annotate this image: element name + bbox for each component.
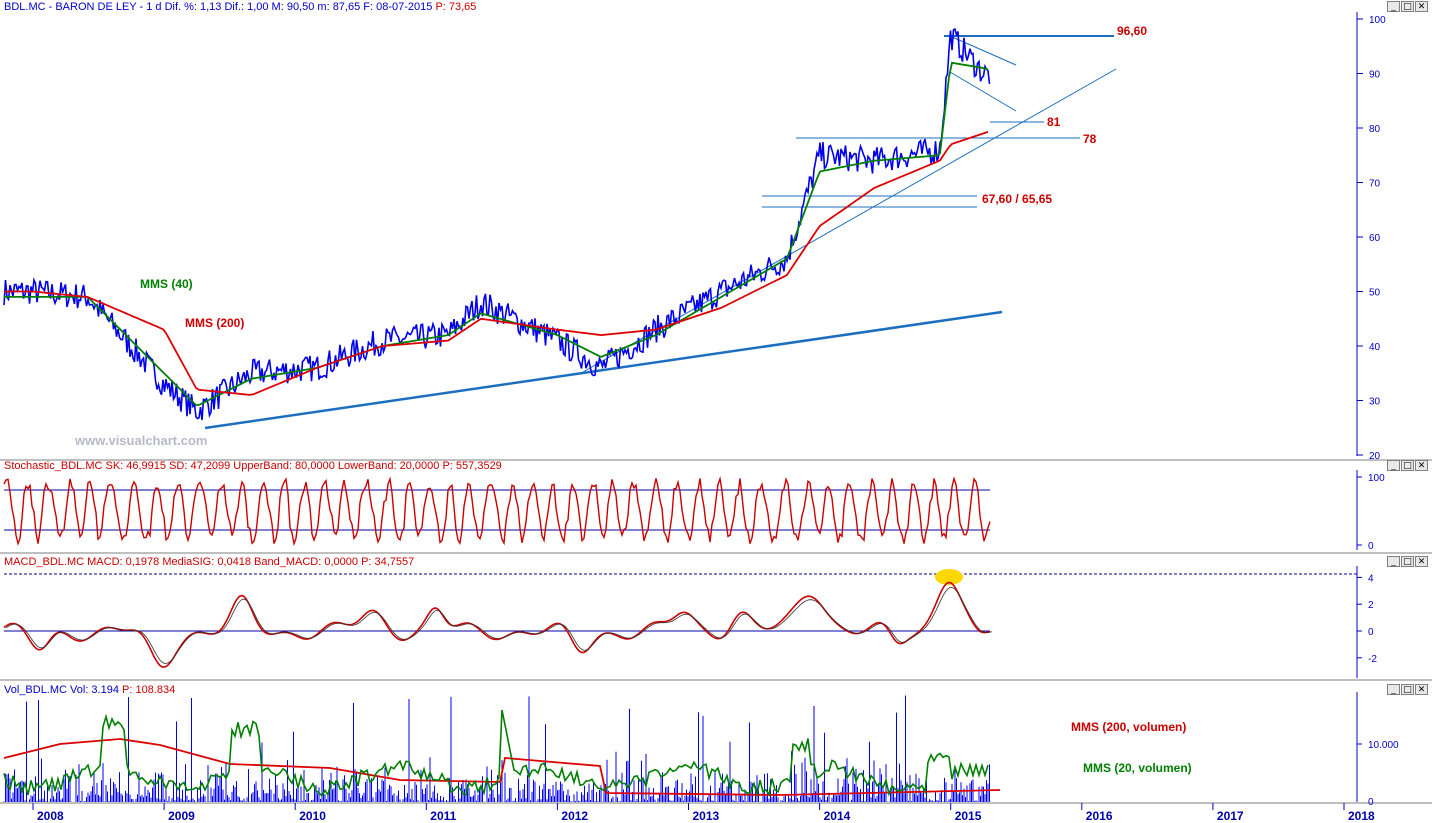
stochastic-header-text: Stochastic_BDL.MC SK: 46,9915 SD: 47,209… bbox=[4, 460, 440, 472]
minimize-button[interactable]: _ bbox=[1387, 1, 1400, 12]
x-label-2008: 2008 bbox=[37, 809, 64, 823]
volume-mms20-series bbox=[3, 709, 989, 798]
minimize-button[interactable]: _ bbox=[1387, 684, 1400, 695]
x-label-2012: 2012 bbox=[561, 809, 588, 823]
x-label-2013: 2013 bbox=[693, 809, 720, 823]
stochastic-header-p: P: 557,3529 bbox=[442, 460, 502, 472]
price-y-axis: 100 90 80 70 60 50 40 30 20 bbox=[1357, 15, 1386, 462]
level-label-81: 81 bbox=[1047, 115, 1061, 129]
watermark: www.visualchart.com bbox=[74, 433, 207, 448]
price-header-p: P: 73,65 bbox=[435, 1, 477, 13]
volume-bars bbox=[3, 695, 990, 802]
macd-peak-highlight bbox=[935, 569, 963, 585]
level-label-78: 78 bbox=[1083, 132, 1097, 146]
maximize-button[interactable]: □ bbox=[1401, 460, 1414, 471]
stochastic-window-buttons: _ □ ✕ bbox=[1387, 460, 1428, 471]
y-label-20: 20 bbox=[1369, 451, 1381, 462]
macd-header-p: P: 34,7557 bbox=[361, 556, 415, 568]
y-label-50: 50 bbox=[1369, 288, 1381, 299]
trendlines bbox=[204, 35, 1117, 430]
panel-separators bbox=[0, 459, 1432, 804]
volume-header-p: P: 108.834 bbox=[122, 684, 176, 696]
stoch-y-100: 100 bbox=[1368, 473, 1385, 484]
x-label-2014: 2014 bbox=[824, 809, 851, 823]
macd-series bbox=[3, 581, 991, 668]
close-button[interactable]: ✕ bbox=[1415, 460, 1428, 471]
macd-y-4: 4 bbox=[1368, 573, 1374, 584]
stochastic-series bbox=[3, 476, 991, 547]
volume-mms200-series bbox=[3, 738, 1001, 796]
x-label-2018: 2018 bbox=[1348, 809, 1375, 823]
close-button[interactable]: ✕ bbox=[1415, 1, 1428, 12]
mms200-label: MMS (200) bbox=[185, 316, 244, 330]
close-button[interactable]: ✕ bbox=[1415, 684, 1428, 695]
y-label-100: 100 bbox=[1369, 15, 1386, 26]
level-label-67: 67,60 / 65,65 bbox=[982, 192, 1052, 206]
y-label-90: 90 bbox=[1369, 70, 1381, 81]
mms40-series bbox=[4, 61, 989, 407]
x-axis: 2008 2009 2010 2011 2012 2013 2014 2015 2016 2017… bbox=[32, 803, 1375, 823]
x-label-2015: 2015 bbox=[955, 809, 982, 823]
maximize-button[interactable]: □ bbox=[1401, 556, 1414, 567]
macd-signal-series bbox=[5, 586, 993, 664]
macd-window-buttons: _ □ ✕ bbox=[1387, 556, 1428, 567]
macd-header: MACD_BDL.MC MACD: 0,1978 MediaSIG: 0,041… bbox=[4, 556, 414, 568]
volume-window-buttons: _ □ ✕ bbox=[1387, 684, 1428, 695]
minimize-button[interactable]: _ bbox=[1387, 460, 1400, 471]
stoch-y-0: 0 bbox=[1368, 541, 1374, 552]
macd-y-0: 0 bbox=[1368, 627, 1374, 638]
vol-mms20-label: MMS (20, volumen) bbox=[1083, 761, 1192, 775]
macd-header-text: MACD_BDL.MC MACD: 0,1978 MediaSIG: 0,041… bbox=[4, 556, 358, 568]
y-label-70: 70 bbox=[1369, 179, 1381, 190]
mms200-series bbox=[4, 131, 989, 396]
vol-y-10000: 10.000 bbox=[1368, 740, 1399, 751]
y-label-80: 80 bbox=[1369, 124, 1381, 135]
price-header-text: BDL.MC - BARON DE LEY - 1 d Dif. %: 1,13… bbox=[4, 1, 433, 13]
wedge-upper bbox=[949, 35, 1017, 66]
support-trendline-long bbox=[204, 310, 1003, 430]
wedge-lower bbox=[949, 71, 1017, 112]
y-label-60: 60 bbox=[1369, 233, 1381, 244]
mms40-label: MMS (40) bbox=[140, 277, 193, 291]
x-label-2016: 2016 bbox=[1086, 809, 1113, 823]
macd-y-2: 2 bbox=[1368, 600, 1374, 611]
stochastic-header: Stochastic_BDL.MC SK: 46,9915 SD: 47,209… bbox=[4, 460, 502, 472]
maximize-button[interactable]: □ bbox=[1401, 1, 1414, 12]
volume-header: Vol_BDL.MC Vol: 3.194 P: 108.834 bbox=[4, 684, 175, 696]
macd-y-axis: 4 2 0 -2 bbox=[1357, 573, 1377, 665]
x-label-2010: 2010 bbox=[299, 809, 326, 823]
maximize-button[interactable]: □ bbox=[1401, 684, 1414, 695]
price-panel: BDL.MC - BARON DE LEY - 1 d Dif. %: 1,13… bbox=[4, 1, 1428, 13]
level-label-96: 96,60 bbox=[1117, 24, 1147, 38]
price-header: BDL.MC - BARON DE LEY - 1 d Dif. %: 1,13… bbox=[4, 1, 476, 13]
minimize-button[interactable]: _ bbox=[1387, 556, 1400, 567]
support-trendline-mid bbox=[582, 68, 1117, 373]
macd-y--2: -2 bbox=[1368, 654, 1377, 665]
price-series bbox=[3, 27, 991, 421]
volume-header-text: Vol_BDL.MC Vol: 3.194 bbox=[4, 684, 119, 696]
y-label-40: 40 bbox=[1369, 342, 1381, 353]
close-button[interactable]: ✕ bbox=[1415, 556, 1428, 567]
x-label-2017: 2017 bbox=[1217, 809, 1244, 823]
x-label-2009: 2009 bbox=[168, 809, 195, 823]
price-window-buttons: _ □ ✕ bbox=[1387, 1, 1428, 12]
y-label-30: 30 bbox=[1369, 397, 1381, 408]
vol-y-0: 0 bbox=[1368, 797, 1374, 808]
vol-mms200-label: MMS (200, volumen) bbox=[1071, 720, 1186, 734]
x-label-2011: 2011 bbox=[430, 809, 456, 823]
